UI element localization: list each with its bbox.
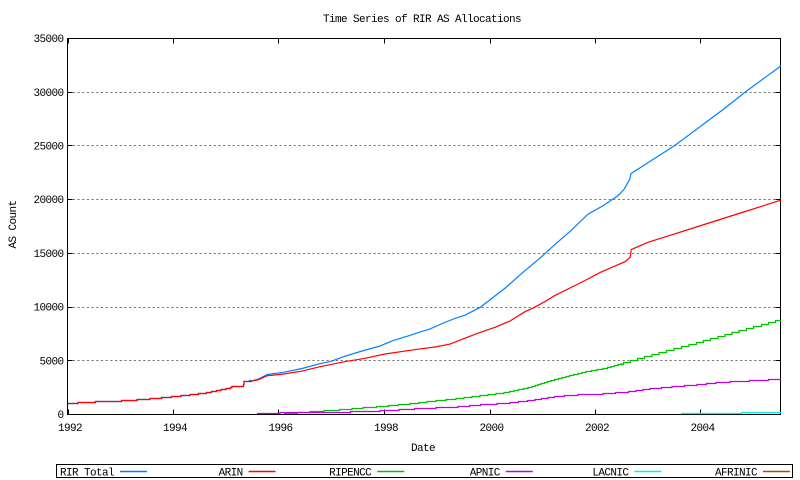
svg-text:Time Series of RIR AS Allocati: Time Series of RIR AS Allocations [323, 14, 521, 26]
svg-text:AS Count: AS Count [8, 200, 20, 248]
svg-text:20000: 20000 [33, 195, 63, 207]
svg-text:25000: 25000 [33, 142, 63, 154]
svg-text:2004: 2004 [690, 423, 715, 435]
svg-text:Date: Date [411, 443, 435, 455]
svg-text:5000: 5000 [39, 356, 63, 368]
svg-text:AFRINIC: AFRINIC [715, 468, 758, 480]
svg-text:2002: 2002 [585, 423, 609, 435]
svg-text:0: 0 [57, 410, 63, 422]
svg-text:1996: 1996 [268, 423, 292, 435]
svg-text:APNIC: APNIC [470, 468, 501, 480]
svg-text:15000: 15000 [33, 249, 63, 261]
svg-text:1998: 1998 [374, 423, 398, 435]
svg-text:LACNIC: LACNIC [592, 468, 629, 480]
svg-text:10000: 10000 [33, 303, 63, 315]
svg-text:1994: 1994 [163, 423, 188, 435]
svg-text:2000: 2000 [479, 423, 503, 435]
svg-text:1992: 1992 [58, 423, 82, 435]
svg-text:35000: 35000 [33, 34, 63, 46]
svg-text:30000: 30000 [33, 88, 63, 100]
svg-text:ARIN: ARIN [219, 468, 243, 480]
svg-text:RIPENCC: RIPENCC [329, 468, 372, 480]
svg-text:RIR Total: RIR Total [60, 468, 114, 480]
